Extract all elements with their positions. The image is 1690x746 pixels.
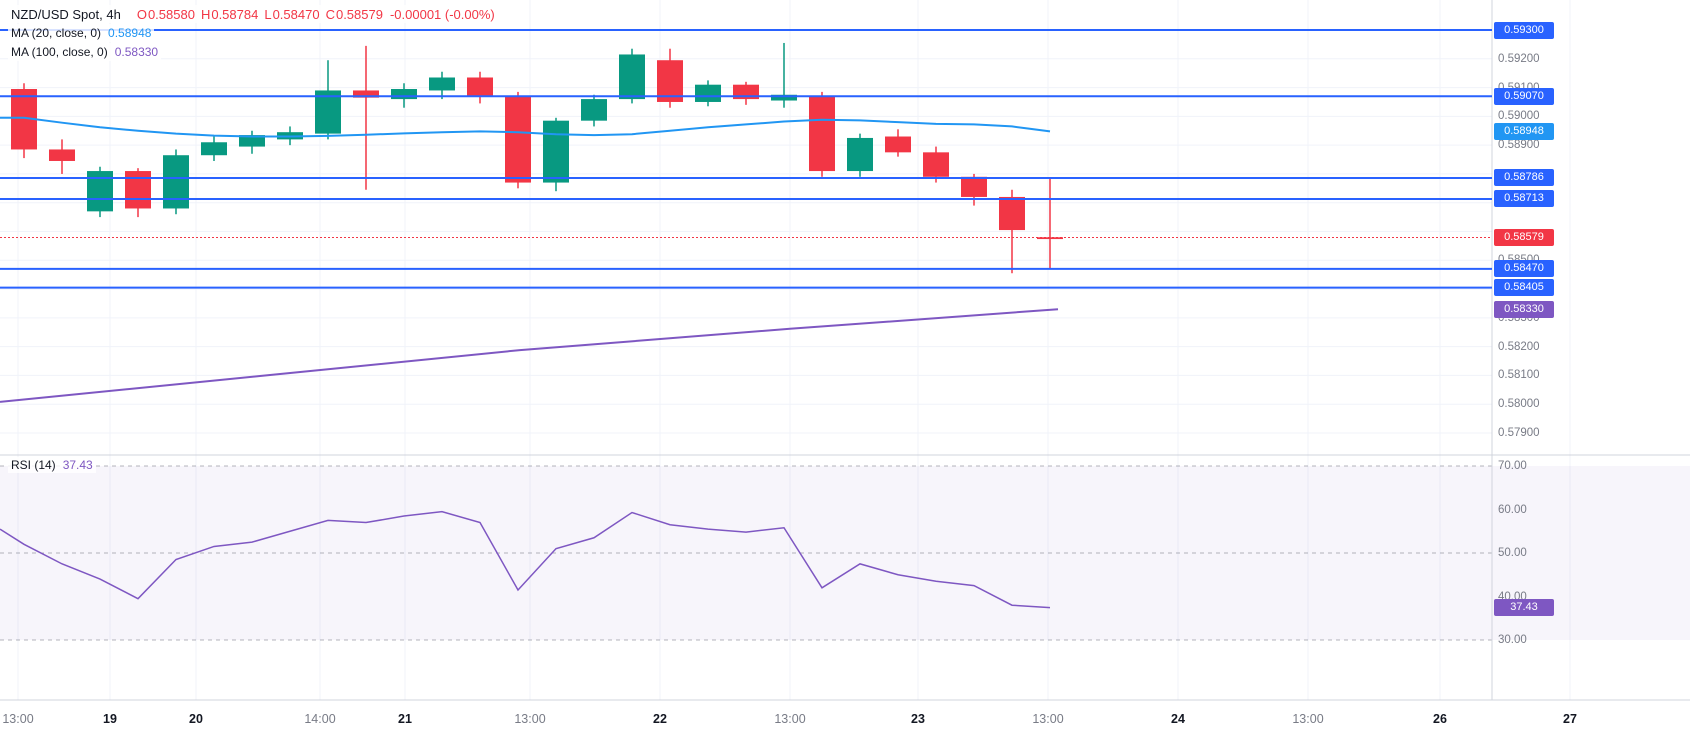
candle [239,135,265,147]
ma100-line [0,308,1059,403]
candle [809,96,835,172]
ma20-value: 0.58948 [108,26,152,40]
candle [619,54,645,100]
ohlc-value: 0.58579 [335,6,383,22]
rsi-legend[interactable]: RSI (14) 37.43 [8,457,96,473]
candle [201,142,227,156]
candle [49,149,75,161]
rsi-value: 37.43 [62,458,93,472]
candle [1037,237,1063,240]
candle [391,89,417,100]
ma100-value: 0.58330 [114,45,159,59]
ma100-legend[interactable]: MA (100, close, 0) 0.58330 [8,43,162,61]
candle [467,77,493,97]
ma20-line [0,116,1051,138]
ohlc-letter: L [264,6,272,22]
candle [695,84,721,102]
candle [961,176,987,197]
ohlc-readout: O0.58580 H0.58784 L0.58470 C0.58579 [131,7,383,22]
candle [885,136,911,153]
rsi-label: RSI (14) [11,458,56,472]
ohlc-value: 0.58470 [272,6,320,22]
ohlc-letter: H [200,6,211,22]
candle [923,152,949,177]
symbol-title: NZD/USD Spot, 4h [11,6,121,22]
ma20-legend[interactable]: MA (20, close, 0) 0.58948 [8,24,155,42]
candle [543,120,569,183]
candle [847,137,873,172]
candle [125,171,151,209]
chart-legend: NZD/USD Spot, 4h O0.58580 H0.58784 L0.5847… [8,5,498,62]
candle [581,99,607,121]
rsi-line [0,510,1051,609]
candle [999,196,1025,231]
candle [429,77,455,91]
ohlc-value: 0.58784 [211,6,259,22]
symbol-row[interactable]: NZD/USD Spot, 4h O0.58580 H0.58784 L0.5847… [8,5,498,23]
candle [315,90,341,134]
candle [353,90,379,98]
ohlc-letter: O [136,6,147,22]
ohlc-letter: C [325,6,335,22]
ohlc-value: 0.58580 [147,6,195,22]
rsi-band [0,466,1690,640]
ma20-label: MA (20, close, 0) [11,26,102,40]
ma100-label: MA (100, close, 0) [11,45,108,59]
candle [505,96,531,183]
candle [771,94,797,101]
price-change: -0.00001 (-0.00%) [389,6,495,22]
candle [163,155,189,209]
candle [657,60,683,102]
